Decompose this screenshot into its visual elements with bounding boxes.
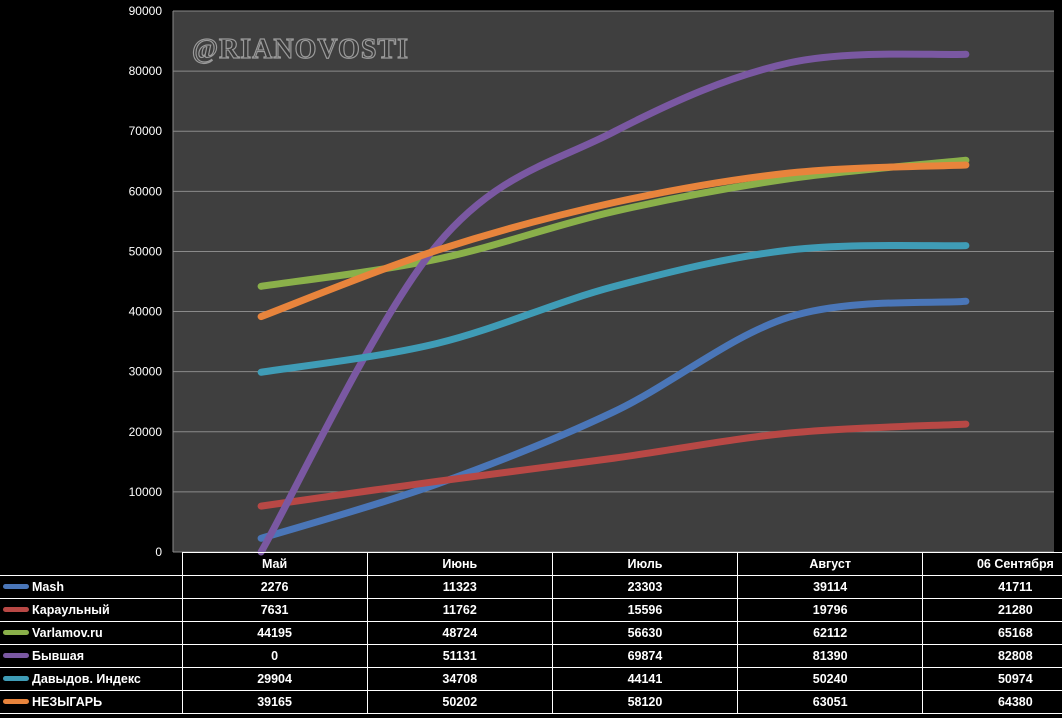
series-name: Давыдов. Индекс <box>32 672 141 686</box>
series-line-6 <box>257 161 970 321</box>
data-value-cell: 51131 <box>366 644 553 668</box>
data-value-cell: 62112 <box>737 621 924 645</box>
category-header: Август <box>737 552 924 576</box>
data-value-cell: 81390 <box>737 644 924 668</box>
series-label-cell: Varlamov.ru <box>0 621 183 645</box>
table-row: НЕЗЫГАРЬ 39165 50202 58120 63051 64380 <box>0 690 1062 714</box>
data-value-cell: 63051 <box>737 690 924 714</box>
data-value-cell: 64380 <box>922 690 1062 714</box>
legend-key <box>3 607 29 613</box>
legend-key <box>3 630 29 636</box>
series-label-cell: Караульный <box>0 598 183 622</box>
category-header: Май <box>181 552 368 576</box>
category-header-row: Май Июнь Июль Август 06 Сентября <box>0 552 1062 576</box>
y-tick-label: 50000 <box>129 244 163 258</box>
legend-key <box>3 653 29 659</box>
series-line-5 <box>257 241 970 376</box>
data-value-cell: 7631 <box>181 598 368 622</box>
data-value-cell: 44141 <box>551 667 739 691</box>
data-value-cell: 50240 <box>737 667 924 691</box>
series-name: Mash <box>32 580 64 594</box>
category-header: Июль <box>551 552 739 576</box>
series-label-cell: Давыдов. Индекс <box>0 667 183 691</box>
series-label-cell: Бывшая <box>0 644 183 668</box>
data-value-cell: 11762 <box>366 598 553 622</box>
y-tick-label: 80000 <box>129 64 163 78</box>
legend-key <box>3 584 29 590</box>
category-header: Июнь <box>366 552 553 576</box>
data-value-cell: 19796 <box>737 598 924 622</box>
series-name: Караульный <box>32 603 110 617</box>
table-row: Бывшая 0 51131 69874 81390 82808 <box>0 644 1062 668</box>
data-value-cell: 39165 <box>181 690 368 714</box>
watermark: @RIANOVOSTI <box>192 34 409 65</box>
data-table-body: Mash 2276 11323 23303 39114 41711 Караульный 76… <box>0 575 1062 714</box>
line-chart: 0 10000 20000 30000 40000 50000 60000 70000 8000… <box>129 4 1054 559</box>
data-value-cell: 39114 <box>737 575 924 599</box>
table-row: Mash 2276 11323 23303 39114 41711 <box>0 575 1062 599</box>
data-value-cell: 2276 <box>181 575 368 599</box>
data-value-cell: 34708 <box>366 667 553 691</box>
data-value-cell: 29904 <box>181 667 368 691</box>
category-header: 06 Сентября <box>922 552 1062 576</box>
y-tick-label: 0 <box>155 545 162 559</box>
data-value-cell: 0 <box>181 644 368 668</box>
legend-key <box>3 676 29 682</box>
data-value-cell: 11323 <box>366 575 553 599</box>
data-value-cell: 21280 <box>922 598 1062 622</box>
series-line-1 <box>257 297 970 542</box>
series-name: НЕЗЫГАРЬ <box>32 695 103 709</box>
data-value-cell: 56630 <box>551 621 739 645</box>
y-tick-label: 40000 <box>129 305 163 319</box>
y-tick-label: 70000 <box>129 124 163 138</box>
table-corner <box>0 552 183 576</box>
data-value-cell: 44195 <box>181 621 368 645</box>
y-axis-tick-labels: 0 10000 20000 30000 40000 50000 60000 70000 8000… <box>129 4 163 559</box>
series-name: Бывшая <box>32 649 85 663</box>
data-value-cell: 58120 <box>551 690 739 714</box>
data-value-cell: 65168 <box>922 621 1062 645</box>
series-name: Varlamov.ru <box>32 626 103 640</box>
y-tick-label: 10000 <box>129 485 163 499</box>
data-value-cell: 48724 <box>366 621 553 645</box>
y-tick-label: 30000 <box>129 365 163 379</box>
series-label-cell: Mash <box>0 575 183 599</box>
series-line-4 <box>257 50 970 556</box>
table-row: Караульный 7631 11762 15596 19796 21280 <box>0 598 1062 622</box>
data-value-cell: 82808 <box>922 644 1062 668</box>
y-tick-label: 20000 <box>129 425 163 439</box>
data-value-cell: 15596 <box>551 598 739 622</box>
legend-key <box>3 699 29 705</box>
data-value-cell: 69874 <box>551 644 739 668</box>
data-value-cell: 50202 <box>366 690 553 714</box>
series-line-2 <box>257 420 970 510</box>
table-row: Давыдов. Индекс 29904 34708 44141 50240 50974 <box>0 667 1062 691</box>
gridlines <box>172 10 1054 553</box>
table-row: Varlamov.ru 44195 48724 56630 62112 65168 <box>0 621 1062 645</box>
y-tick-label: 90000 <box>129 4 163 18</box>
y-tick-label: 60000 <box>129 184 163 198</box>
series-lines <box>257 50 970 556</box>
data-table: Май Июнь Июль Август 06 Сентября Mash 2276 113… <box>0 552 1062 714</box>
data-value-cell: 50974 <box>922 667 1062 691</box>
series-label-cell: НЕЗЫГАРЬ <box>0 690 183 714</box>
data-value-cell: 23303 <box>551 575 739 599</box>
data-value-cell: 41711 <box>922 575 1062 599</box>
